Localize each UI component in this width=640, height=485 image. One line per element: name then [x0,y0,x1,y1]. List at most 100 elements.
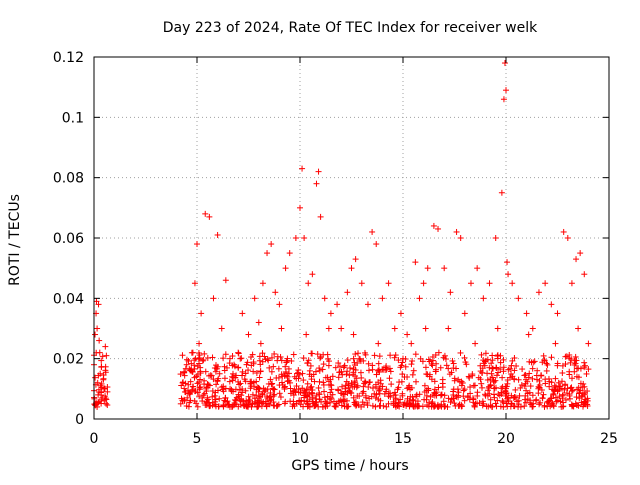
data-point [326,358,333,365]
data-point [437,392,444,399]
data-point [498,189,505,196]
data-point [218,384,225,391]
data-point [224,398,231,405]
data-point [95,301,102,308]
data-point [430,402,437,409]
data-point [467,280,474,287]
y-tick-label: 0.12 [53,50,84,66]
data-point [489,365,496,372]
data-point [244,402,251,409]
data-point [521,396,528,403]
data-point [248,383,255,390]
data-point [274,353,281,360]
data-point [478,380,485,387]
data-point [491,378,498,385]
data-point [242,387,249,394]
data-point [392,402,399,409]
data-point [508,392,515,399]
data-point [448,396,455,403]
data-point [540,391,547,398]
data-point [312,399,319,406]
data-point [487,376,494,383]
data-point [461,397,468,404]
data-point [192,355,199,362]
data-point [295,367,302,374]
data-point [431,386,438,393]
data-point [396,379,403,386]
data-point [569,375,576,382]
data-point [474,265,481,272]
data-point [529,365,536,372]
data-point [507,403,514,410]
data-point [211,392,218,399]
data-point [499,374,506,381]
data-point [503,383,510,390]
data-point [308,350,315,357]
data-point [435,384,442,391]
data-point [399,371,406,378]
data-point [181,397,188,404]
data-point [577,250,584,257]
data-point [573,394,580,401]
data-point [98,357,105,364]
data-point [562,381,569,388]
data-point [299,370,306,377]
data-point [365,360,372,367]
data-point [584,395,591,402]
data-point [185,381,192,388]
data-point [515,376,522,383]
data-point [195,379,202,386]
data-point [210,376,217,383]
data-point [493,364,500,371]
data-point [354,360,361,367]
data-point [341,391,348,398]
data-point [315,384,322,391]
data-point [235,364,242,371]
data-point [529,375,536,382]
y-tick-label: 0.04 [53,291,84,307]
data-point [375,396,382,403]
data-point [397,396,404,403]
data-point [391,354,398,361]
data-point [254,403,261,410]
data-point [259,280,266,287]
data-point [325,325,332,332]
data-point [535,390,542,397]
x-tick-label: 15 [394,431,412,447]
data-point [249,351,256,358]
data-point [581,271,588,278]
data-point [564,385,571,392]
data-point [205,399,212,406]
data-point [447,399,454,406]
data-point [351,399,358,406]
data-point [394,386,401,393]
data-point [429,357,436,364]
data-point [508,371,515,378]
data-point [387,368,394,375]
data-point [432,368,439,375]
data-point [379,366,386,373]
data-point [536,401,543,408]
data-point [222,351,229,358]
data-point [524,378,531,385]
data-point [294,370,301,377]
data-point [482,350,489,357]
data-point [404,331,411,338]
data-point [487,381,494,388]
data-point [316,365,323,372]
data-point [435,225,442,232]
data-point [470,399,477,406]
data-point [498,385,505,392]
data-point [491,385,498,392]
data-point [371,352,378,359]
data-point [515,401,522,408]
data-point [253,369,260,376]
data-point [424,265,431,272]
data-point [231,361,238,368]
data-point [322,402,329,409]
data-point [410,367,417,374]
data-point [461,310,468,317]
data-point [263,393,270,400]
data-point [249,400,256,407]
data-point [502,388,509,395]
